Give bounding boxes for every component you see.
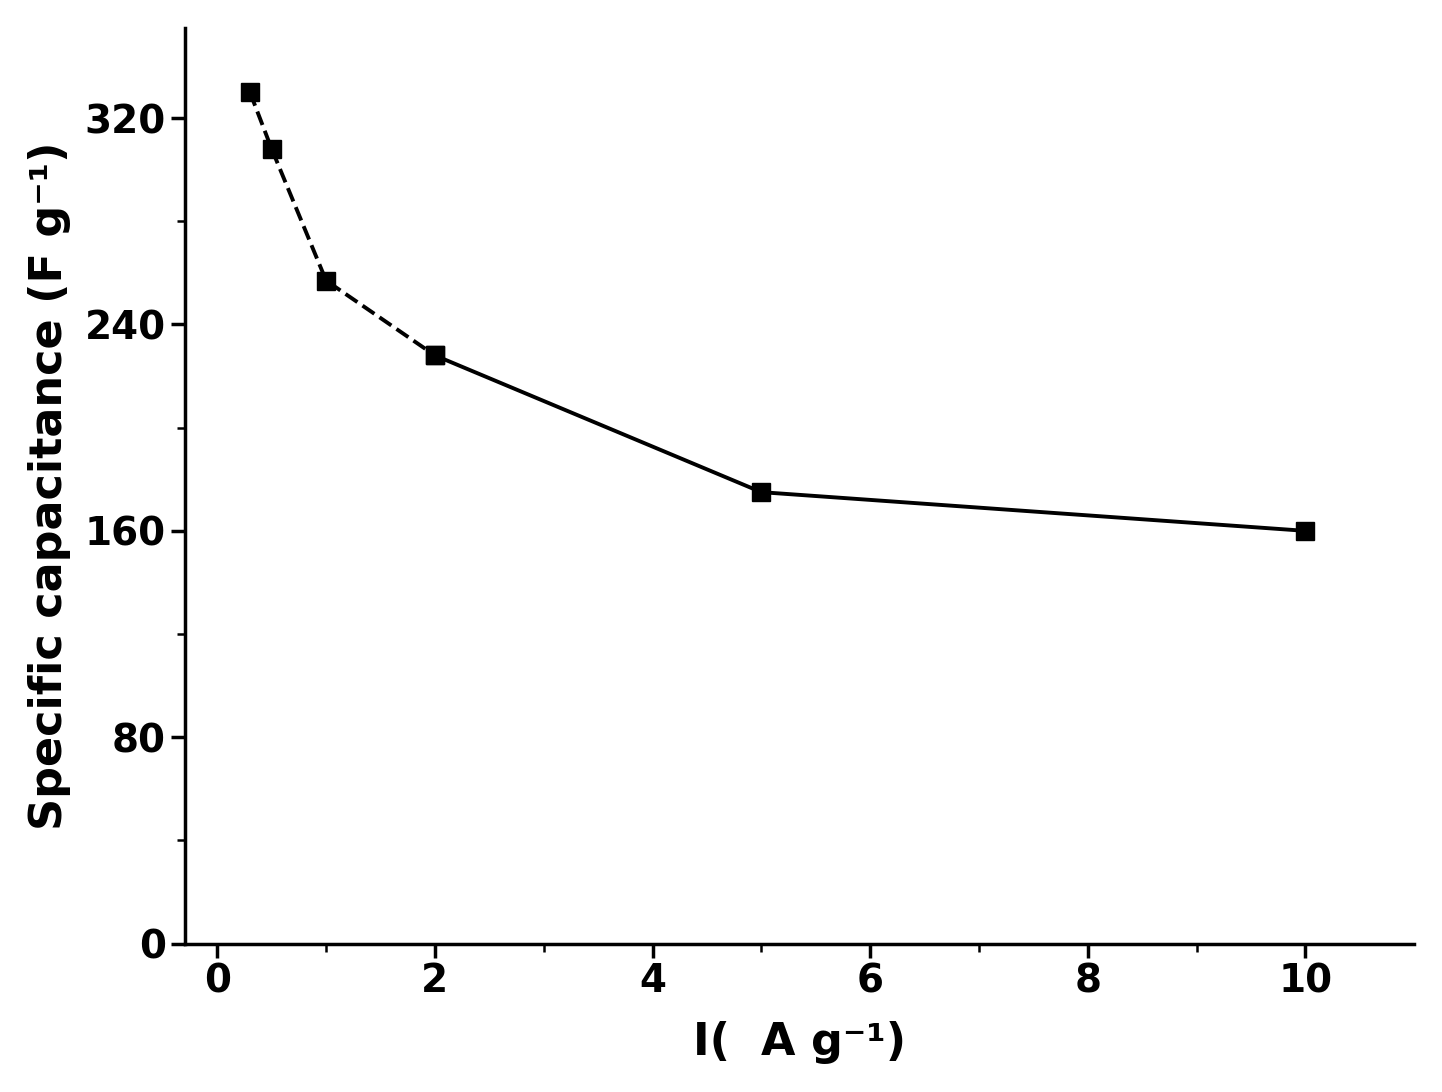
Y-axis label: Specific capacitance (F g⁻¹): Specific capacitance (F g⁻¹) xyxy=(27,142,71,830)
X-axis label: I(  A g⁻¹): I( A g⁻¹) xyxy=(694,1021,906,1065)
